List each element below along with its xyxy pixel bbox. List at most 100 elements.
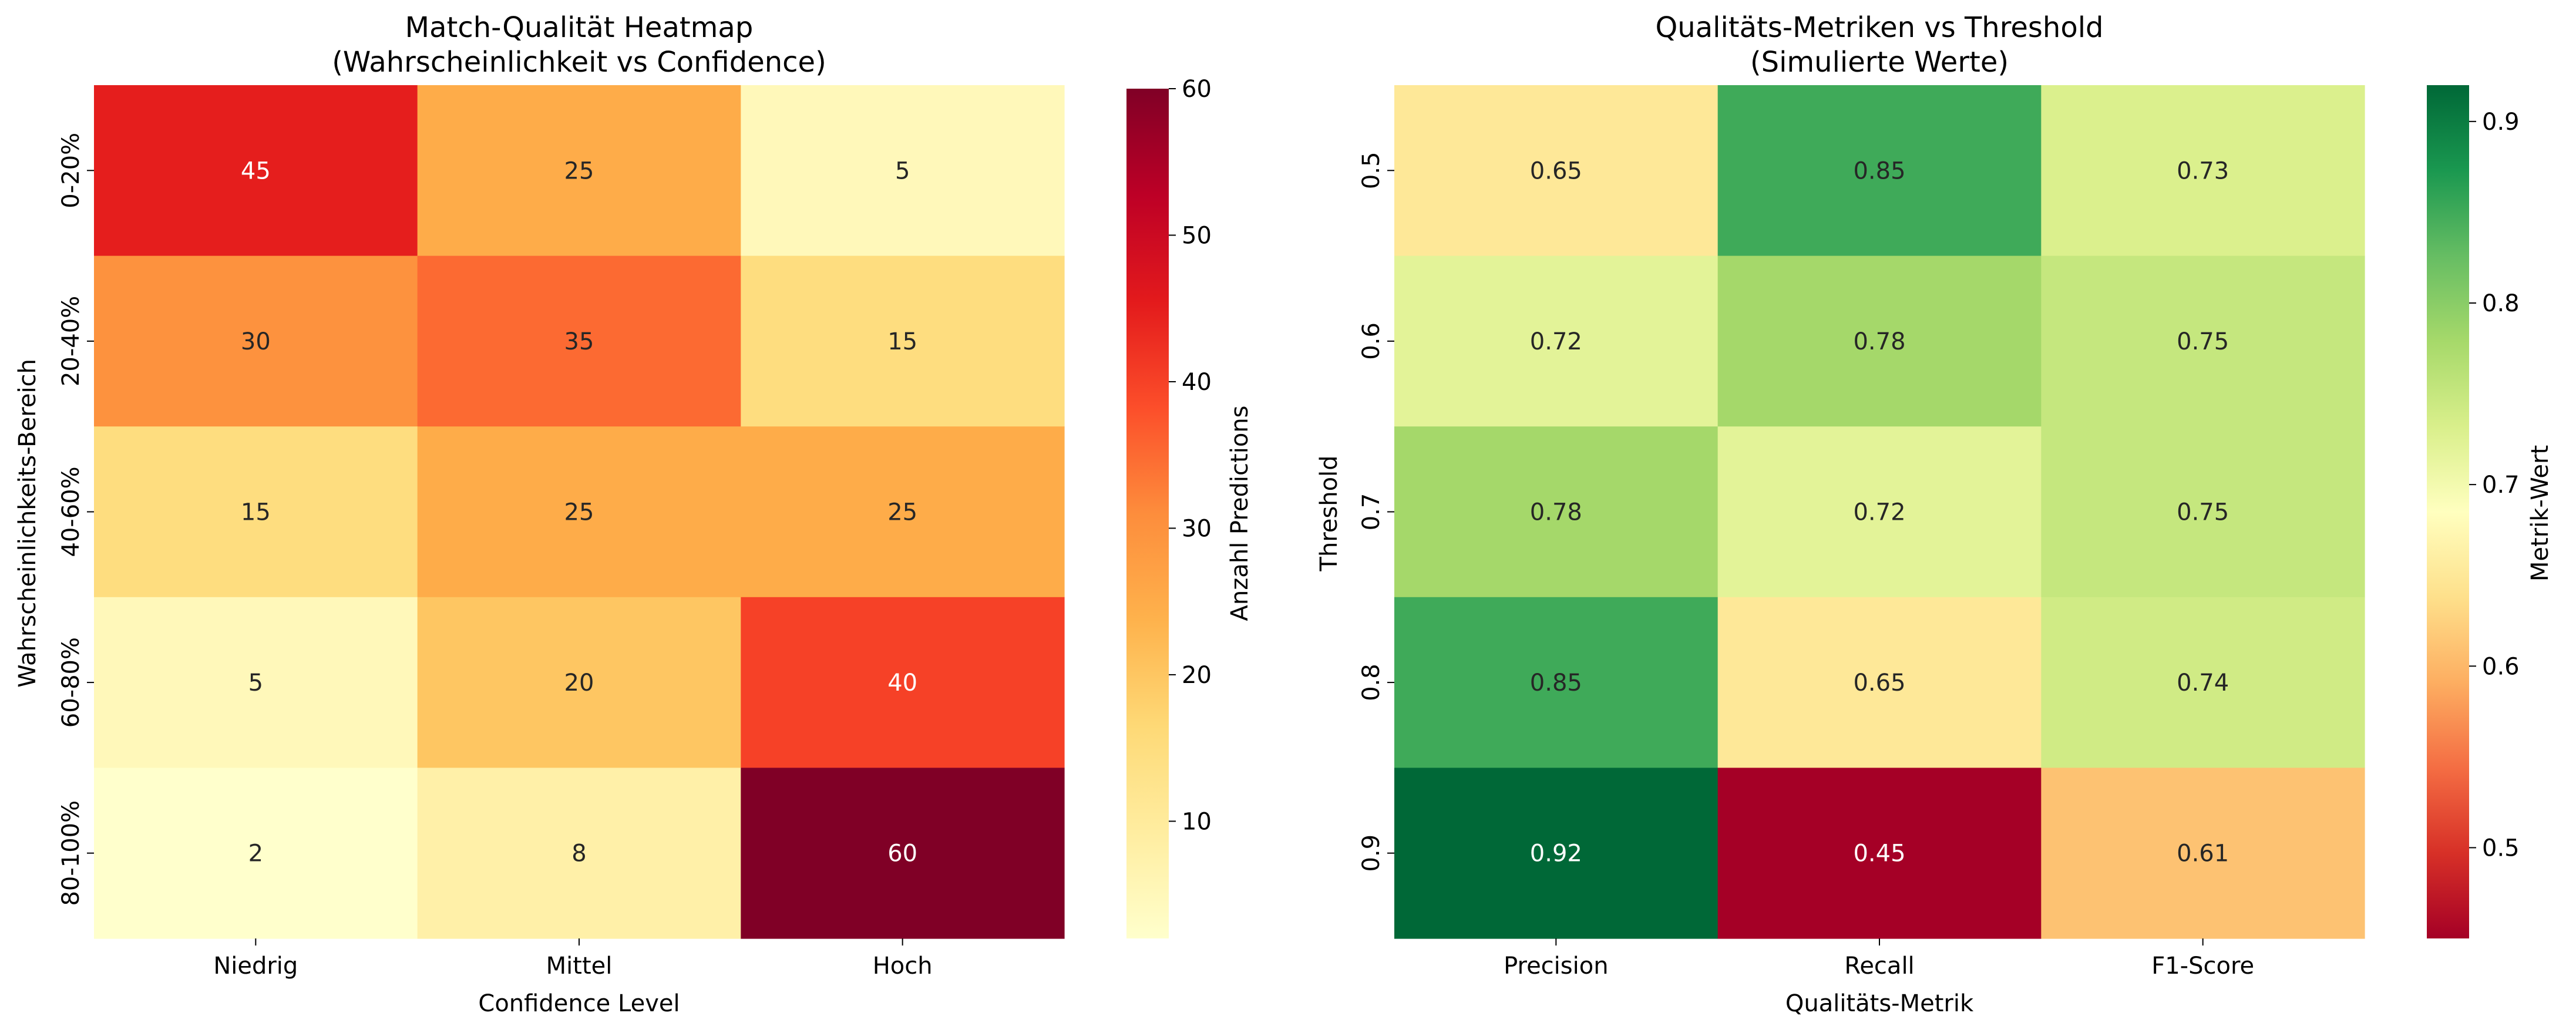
right-heatmap-cell — [2041, 768, 2365, 939]
left-colorbar-ticks: 10 20 30 40 50 60 — [1169, 76, 1212, 835]
left-cell-value-label: 20 — [564, 669, 594, 696]
right-cell-value-label: 0.65 — [1853, 669, 1905, 696]
right-cell-value-label: 0.74 — [2177, 669, 2229, 696]
right-y-tick-label: 0.9 — [1358, 835, 1385, 872]
left-y-tick-label: 20-40% — [58, 296, 85, 386]
left-heatmap-cell-labels: 45 25 5 30 35 15 15 25 25 5 20 40 2 8 60 — [241, 157, 917, 867]
left-cell-value-label: 15 — [887, 328, 917, 355]
left-heatmap-cell — [741, 426, 1065, 598]
right-cell-value-label: 0.85 — [1853, 157, 1905, 184]
left-colorbar-tick-label: 50 — [1182, 222, 1212, 249]
left-colorbar-tick-label: 60 — [1182, 76, 1212, 103]
right-chart-subtitle: (Simulierte Werte) — [1750, 46, 2009, 79]
right-heatmap-cell — [1394, 597, 1719, 768]
right-cell-value-label: 0.72 — [1853, 499, 1905, 526]
left-colorbar-tick-label: 20 — [1182, 662, 1212, 689]
left-heatmap-cell — [417, 85, 741, 257]
left-colorbar-tick-label: 10 — [1182, 808, 1212, 835]
left-cell-value-label: 30 — [241, 328, 271, 355]
left-cell-value-label: 5 — [895, 157, 910, 184]
left-y-tick-label: 80-100% — [58, 800, 85, 906]
left-colorbar-label: Anzahl Predictions — [1226, 406, 1253, 621]
right-heatmap-cell — [2041, 255, 2365, 427]
left-heatmap-cell — [741, 255, 1065, 427]
left-heatmap-cell — [94, 255, 418, 427]
left-heatmap-cell — [94, 768, 418, 939]
right-heatmap-cell — [1717, 768, 2042, 939]
right-heatmap-cell-labels: 0.65 0.85 0.73 0.72 0.78 0.75 0.78 0.72 0.75 0.85… — [1530, 157, 2229, 867]
left-x-tick-label: Mittel — [546, 953, 613, 980]
right-heatmap-cell — [2041, 597, 2365, 768]
left-y-tick-label: 0-20% — [58, 133, 85, 208]
right-colorbar-ticks: 0.5 0.6 0.7 0.8 0.9 — [2469, 109, 2520, 862]
right-x-tick-label: Recall — [1844, 953, 1914, 980]
left-heatmap-cell — [417, 597, 741, 768]
left-heatmap-cell — [417, 255, 741, 427]
left-heatmap-cell — [741, 85, 1065, 257]
right-cell-value-label: 0.72 — [1530, 328, 1582, 355]
left-cell-value-label: 15 — [241, 499, 271, 526]
right-y-tick-label: 0.6 — [1358, 322, 1385, 360]
left-heatmap-panel: Match-Qualität Heatmap (Wahrscheinlichke… — [14, 11, 1065, 1017]
left-chart-title: Match-Qualität Heatmap — [405, 11, 754, 44]
right-y-tick-label: 0.7 — [1358, 493, 1385, 531]
right-colorbar-gradient — [2427, 85, 2469, 938]
right-colorbar-label: Metrik-Wert — [2527, 445, 2554, 581]
left-heatmap-cell — [94, 85, 418, 257]
right-y-tick-label: 0.5 — [1358, 152, 1385, 189]
right-cell-value-label: 0.61 — [2177, 840, 2229, 867]
right-cell-value-label: 0.75 — [2177, 328, 2229, 355]
left-cell-value-label: 40 — [887, 669, 917, 696]
left-colorbar-gradient — [1126, 89, 1169, 938]
right-heatmap-cell — [2041, 85, 2365, 257]
right-heatmap-cell — [1394, 426, 1719, 598]
right-heatmap-panel: Qualitäts-Metriken vs Threshold (Simulie… — [1316, 11, 2365, 1017]
right-heatmap-cell — [1717, 597, 2042, 768]
left-cell-value-label: 60 — [887, 840, 917, 867]
left-heatmap-cell — [94, 426, 418, 598]
right-heatmap-cell — [1717, 255, 2042, 427]
right-x-axis-label: Qualitäts-Metrik — [1785, 990, 1974, 1017]
right-colorbar-tick-label: 0.6 — [2482, 653, 2520, 680]
left-heatmap-cell — [741, 768, 1065, 939]
left-y-tick-label: 40-60% — [58, 466, 85, 557]
right-colorbar-tick-label: 0.9 — [2482, 109, 2520, 136]
right-cell-value-label: 0.92 — [1530, 840, 1582, 867]
left-y-axis-ticks: 0-20% 20-40% 40-60% 60-80% 80-100% — [58, 133, 94, 906]
right-colorbar-tick-label: 0.7 — [2482, 472, 2520, 499]
left-x-tick-label: Hoch — [873, 953, 933, 980]
right-cell-value-label: 0.78 — [1530, 499, 1582, 526]
right-y-axis-ticks: 0.5 0.6 0.7 0.8 0.9 — [1358, 152, 1394, 872]
right-cell-value-label: 0.85 — [1530, 669, 1582, 696]
left-cell-value-label: 2 — [248, 840, 263, 867]
left-heatmap-cell — [741, 597, 1065, 768]
left-x-tick-label: Niedrig — [213, 953, 298, 980]
right-y-axis-label: Threshold — [1316, 455, 1343, 571]
right-heatmap-cell — [1394, 255, 1719, 427]
right-cell-value-label: 0.45 — [1853, 840, 1905, 867]
right-heatmap-cells — [1394, 85, 2365, 939]
right-cell-value-label: 0.78 — [1853, 328, 1905, 355]
left-heatmap-cell — [417, 768, 741, 939]
left-x-axis-label: Confidence Level — [478, 990, 680, 1017]
right-heatmap-cell — [1717, 85, 2042, 257]
right-heatmap-cell — [1394, 768, 1719, 939]
right-colorbar-tick-label: 0.8 — [2482, 290, 2520, 317]
left-y-tick-label: 60-80% — [58, 637, 85, 728]
right-x-tick-label: Precision — [1504, 953, 1608, 980]
right-colorbar-tick-label: 0.5 — [2482, 835, 2520, 862]
right-cell-value-label: 0.65 — [1530, 157, 1582, 184]
left-cell-value-label: 25 — [564, 157, 594, 184]
left-cell-value-label: 8 — [571, 840, 586, 867]
left-x-axis-ticks: Niedrig Mittel Hoch — [213, 938, 933, 980]
left-cell-value-label: 45 — [241, 157, 271, 184]
left-heatmap-cells — [94, 85, 1065, 939]
right-cell-value-label: 0.75 — [2177, 499, 2229, 526]
left-y-axis-label: Wahrscheinlichkeits-Bereich — [14, 359, 41, 688]
right-y-tick-label: 0.8 — [1358, 664, 1385, 701]
left-cell-value-label: 25 — [564, 499, 594, 526]
right-x-axis-ticks: Precision Recall F1-Score — [1504, 938, 2254, 980]
right-cell-value-label: 0.73 — [2177, 157, 2229, 184]
right-heatmap-cell — [2041, 426, 2365, 598]
left-heatmap-cell — [417, 426, 741, 598]
